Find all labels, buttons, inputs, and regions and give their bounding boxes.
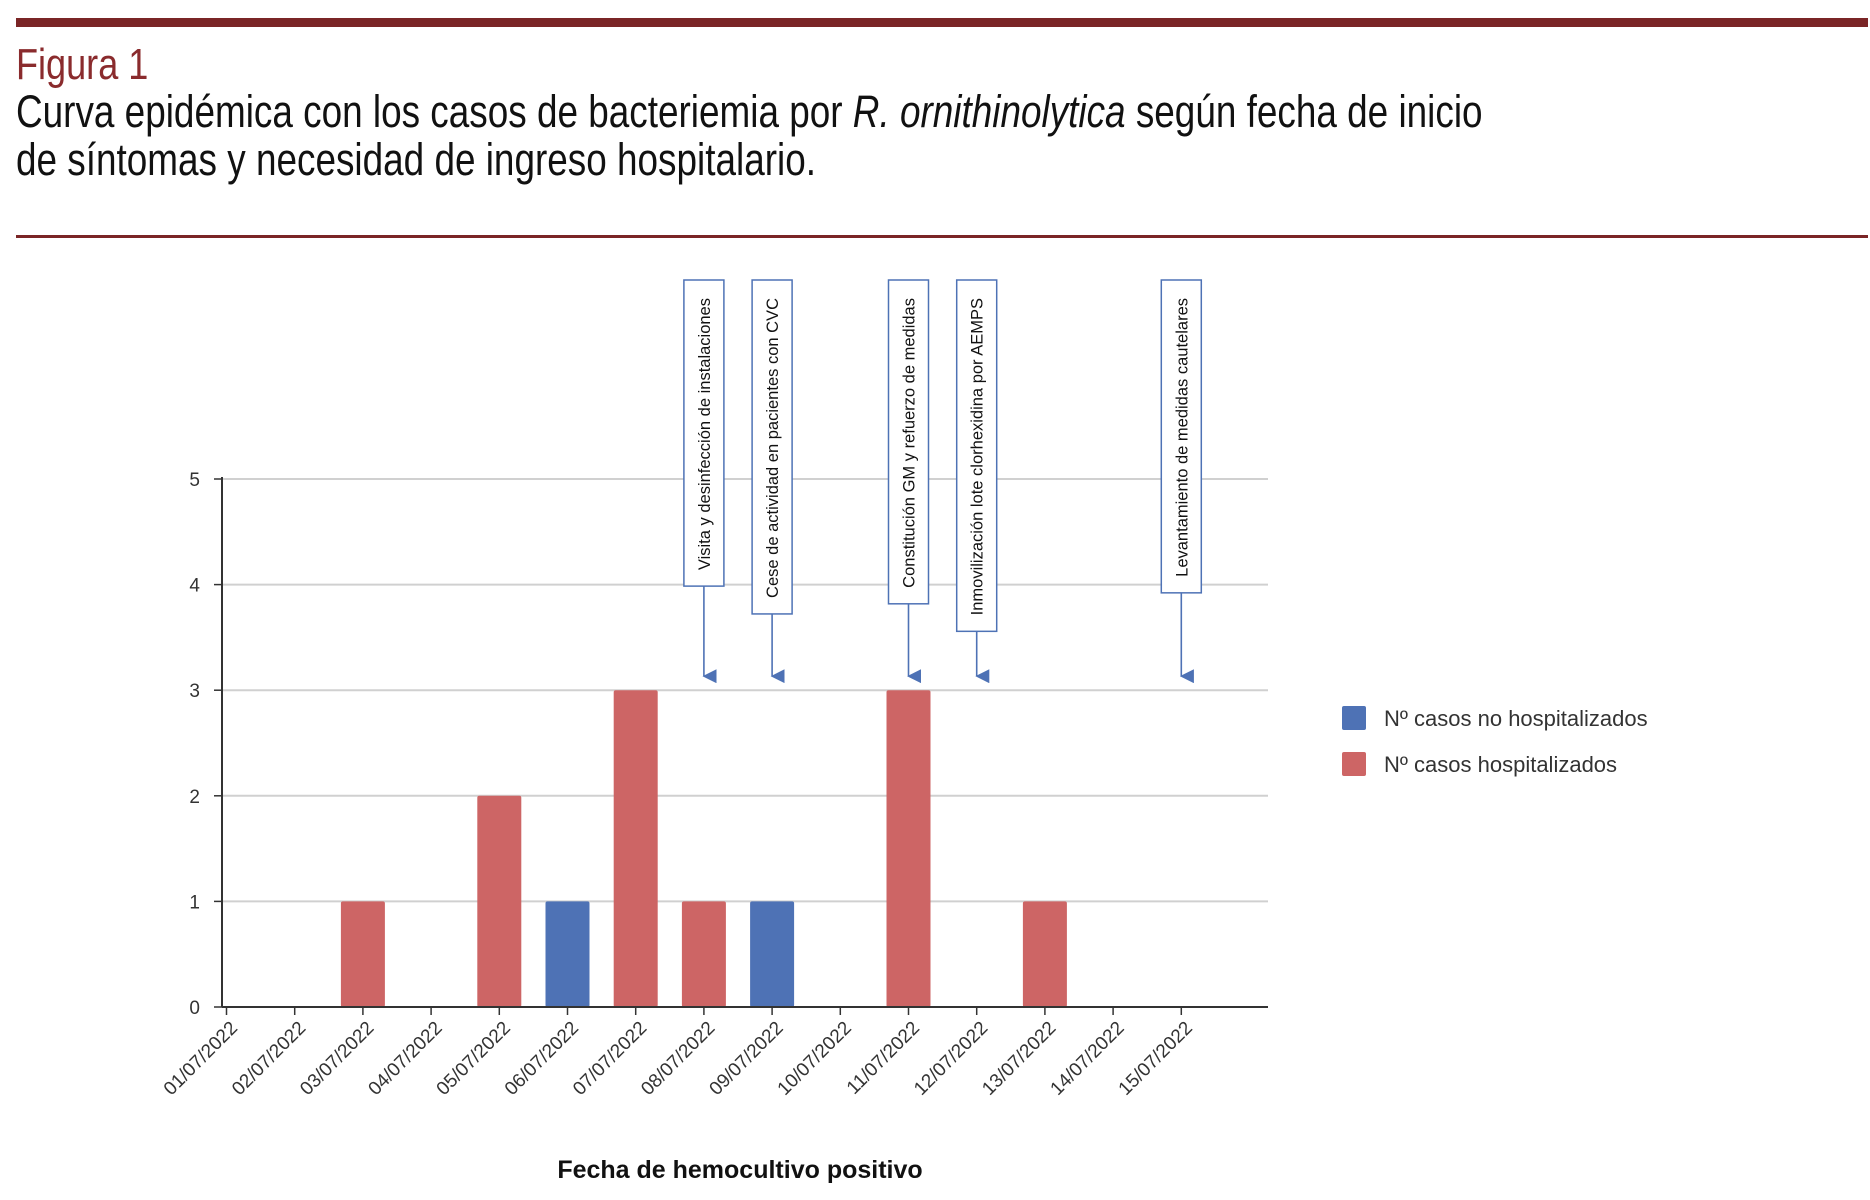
annotation-text: Inmovilización lote clorhexidina por AEM… (969, 298, 987, 615)
annotation-2: Cese de actividad en pacientes con CVC (751, 279, 793, 684)
legend-label-hospitalizados: Nº casos hospitalizados (1384, 752, 1617, 777)
separator-rule (16, 235, 1868, 238)
grid-lines (214, 478, 1268, 1008)
title-part1: Curva epidémica con los casos de bacteri… (16, 86, 853, 137)
bars (340, 690, 1067, 1007)
legend-swatch-hospitalizados (1342, 752, 1366, 776)
annotation-text: Visita y desinfección de instalaciones (696, 298, 714, 570)
bar-no-hospitalizados-06/07/2022 (545, 901, 590, 1007)
annotation-box (683, 279, 725, 587)
y-tick-label: 1 (189, 892, 200, 913)
y-tick-label: 2 (189, 787, 200, 808)
title-species: R. ornithinolytica (852, 86, 1126, 137)
bar-hospitalizados-11/07/2022 (886, 690, 931, 1007)
annotation-box (1160, 279, 1203, 594)
annotation-text: Levantamiento de medidas cautelares (1173, 298, 1191, 577)
top-rule (16, 18, 1868, 27)
annotation-5: Levantamiento de medidas cautelares (1160, 279, 1203, 684)
bar-hospitalizados-05/07/2022 (477, 795, 522, 1007)
x-tick-labels: 01/07/202202/07/202203/07/202204/07/2022… (160, 1007, 1197, 1100)
bar-hospitalizados-08/07/2022 (681, 901, 726, 1007)
bar-hospitalizados-07/07/2022 (613, 690, 658, 1007)
y-tick-label: 5 (189, 470, 200, 491)
annotation-text: Constitución GM y refuerzo de medidas (901, 298, 919, 588)
bar-no-hospitalizados-09/07/2022 (750, 901, 795, 1007)
annotation-1: Visita y desinfección de instalaciones (683, 279, 725, 684)
axes (221, 477, 1268, 1008)
annotation-text: Cese de actividad en pacientes con CVC (764, 298, 782, 598)
y-tick-label: 4 (189, 576, 200, 597)
title-part2: según fecha de inicio (1125, 86, 1483, 137)
y-tick-labels: 0 1 2 3 4 5 (189, 470, 200, 1019)
legend-label-no-hospitalizados: Nº casos no hospitalizados (1384, 706, 1648, 731)
figure-title: Curva epidémica con los casos de bacteri… (16, 88, 1656, 184)
figure-label: Figura 1 (16, 40, 149, 89)
annotation-box (955, 279, 998, 633)
x-tick-label: 15/07/2022 (1115, 1018, 1197, 1100)
annotation-3: Constitución GM y refuerzo de medidas (887, 279, 930, 684)
legend: Nº casos no hospitalizados Nº casos hospi… (1342, 706, 1648, 777)
annotations: Visita y desinfección de instalaciones Ce… (683, 279, 1203, 684)
bar-hospitalizados-03/07/2022 (340, 901, 385, 1007)
bar-hospitalizados-13/07/2022 (1022, 901, 1067, 1007)
y-tick-label: 3 (189, 681, 200, 702)
title-line2: de síntomas y necesidad de ingreso hospi… (16, 134, 816, 185)
annotation-4: Inmovilización lote clorhexidina por AEM… (955, 279, 998, 684)
legend-swatch-no-hospitalizados (1342, 706, 1366, 730)
x-tick-label: 10/07/2022 (774, 1018, 856, 1100)
x-axis-label: Fecha de hemocultivo positivo (557, 1156, 922, 1184)
y-tick-label: 0 (189, 998, 200, 1019)
